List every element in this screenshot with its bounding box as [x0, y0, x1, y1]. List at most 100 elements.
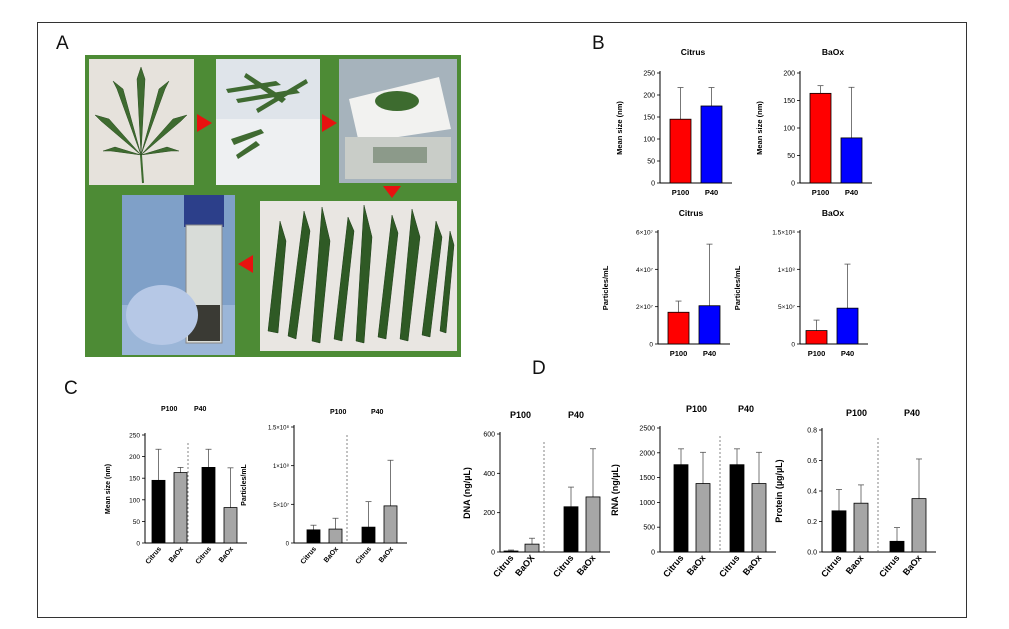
- x-tick-label: P40: [845, 188, 858, 197]
- y-axis-label: Protein (µg/µL): [774, 459, 784, 522]
- x-tick-label: Citrus: [819, 553, 843, 579]
- chart-title: BaOx: [822, 47, 844, 57]
- y-tick-label: 2500: [639, 426, 655, 433]
- photo-tube: [122, 195, 235, 355]
- y-axis-label: RNA (ng/µL): [610, 464, 620, 516]
- y-tick-label: 200: [643, 93, 655, 100]
- x-tick-label: P100: [672, 188, 690, 197]
- y-tick-label: 150: [129, 476, 140, 483]
- y-tick-label: 600: [483, 432, 495, 439]
- y-tick-label: 0.0: [807, 550, 817, 557]
- bar: [328, 528, 343, 544]
- y-tick-label: 0: [649, 342, 653, 349]
- y-tick-label: 0.8: [807, 428, 817, 435]
- arrow-down-icon: [383, 186, 401, 198]
- y-tick-label: 4×10⁷: [636, 267, 654, 274]
- bar: [836, 307, 859, 345]
- group-label: P100: [330, 409, 346, 416]
- bar: [563, 506, 579, 553]
- y-tick-label: 1×10⁸: [778, 267, 796, 274]
- y-tick-label: 500: [643, 525, 655, 532]
- x-tick-label: BaOx: [378, 546, 395, 565]
- y-tick-label: 0.6: [807, 458, 817, 465]
- chart-d-rna: P100 P40 0 500 1000 1500 2000 2500 RNA (ng/µL) Ci…: [610, 404, 776, 579]
- y-tick-label: 100: [643, 137, 655, 144]
- y-axis-label: Mean size (nm): [755, 101, 764, 155]
- x-tick-label: Citrus: [300, 546, 318, 566]
- x-tick-label: Citrus: [661, 553, 685, 579]
- x-tick-label: BaOx: [218, 546, 235, 565]
- leaf-processing-photos: [85, 55, 461, 357]
- y-tick-label: 1500: [639, 475, 655, 482]
- x-tick-label: P100: [670, 349, 688, 358]
- y-axis-label: DNA (ng/µL): [462, 467, 472, 519]
- y-tick-label: 50: [787, 153, 795, 160]
- y-tick-label: 200: [483, 510, 495, 517]
- bar: [911, 498, 927, 553]
- y-tick-label: 400: [483, 471, 495, 478]
- x-tick-label: P40: [705, 188, 718, 197]
- bar: [751, 483, 767, 553]
- y-tick-label: 0.4: [807, 489, 817, 496]
- y-tick-label: 0: [136, 541, 140, 548]
- y-tick-label: 200: [783, 71, 795, 78]
- photo-cannabis-leaf: [89, 59, 194, 185]
- y-tick-label: 250: [129, 433, 140, 440]
- x-tick-label: BaOx: [168, 546, 185, 565]
- chart-title: Citrus: [679, 208, 704, 218]
- y-tick-label: 0: [491, 550, 495, 557]
- x-tick-label: Citrus: [877, 553, 901, 579]
- x-tick-label: P100: [812, 188, 830, 197]
- y-tick-label: 50: [647, 159, 655, 166]
- x-tick-label: BaOx: [323, 546, 340, 565]
- y-tick-label: 0: [286, 542, 290, 548]
- chart-b-citrus-size: Citrus 0 50 100 150 200 250 Mean size (nm) P100 P…: [615, 47, 732, 197]
- y-tick-label: 1.5×10⁸: [268, 425, 290, 432]
- bar: [667, 311, 690, 345]
- arrow-left-icon: [238, 255, 253, 273]
- y-tick-label: 5×10⁷: [778, 304, 796, 311]
- x-tick-label: Citrus: [717, 553, 741, 579]
- bar: [700, 105, 723, 184]
- bar: [151, 479, 166, 544]
- x-tick-label: P100: [808, 349, 826, 358]
- x-tick-label: Citrus: [145, 546, 163, 566]
- bar: [201, 467, 216, 544]
- y-tick-label: 0: [791, 181, 795, 188]
- y-tick-label: 1×10⁸: [273, 463, 290, 470]
- group-label: P100: [510, 410, 531, 420]
- chart-c-particles: P100 P40 0 5×10⁷ 1×10⁸ 1.5×10⁸ Particles/mL Cit…: [241, 409, 407, 566]
- bar: [361, 526, 376, 544]
- group-label: P40: [371, 409, 384, 416]
- y-tick-label: 0: [651, 550, 655, 557]
- y-axis-label: Mean size (nm): [105, 464, 112, 514]
- y-tick-label: 200: [129, 454, 140, 461]
- figure-frame: [37, 22, 967, 618]
- bar: [889, 540, 905, 553]
- chart-title: Citrus: [681, 47, 706, 57]
- group-label: P40: [568, 410, 584, 420]
- y-tick-label: 250: [643, 71, 655, 78]
- bar: [585, 496, 601, 553]
- x-tick-label: P40: [703, 349, 716, 358]
- panel-label-c: C: [64, 378, 78, 399]
- y-tick-label: 150: [643, 115, 655, 122]
- y-tick-label: 5×10⁷: [273, 502, 289, 509]
- x-tick-label: BaOX: [513, 553, 536, 578]
- y-tick-label: 100: [783, 126, 795, 133]
- group-label: P100: [161, 406, 177, 413]
- y-tick-label: 150: [783, 98, 795, 105]
- panel-label-b: B: [592, 33, 605, 54]
- y-axis-label: Particles/mL: [241, 463, 248, 505]
- group-label: P100: [846, 408, 867, 418]
- bar: [173, 472, 188, 544]
- panel-label-d: D: [532, 358, 546, 379]
- panel-label-a: A: [56, 33, 69, 54]
- chart-title: BaOx: [822, 208, 844, 218]
- arrow-right-icon: [197, 114, 212, 132]
- x-tick-label: BaOx: [685, 553, 708, 577]
- bar: [698, 305, 721, 345]
- bar: [853, 502, 869, 553]
- bar: [669, 118, 692, 184]
